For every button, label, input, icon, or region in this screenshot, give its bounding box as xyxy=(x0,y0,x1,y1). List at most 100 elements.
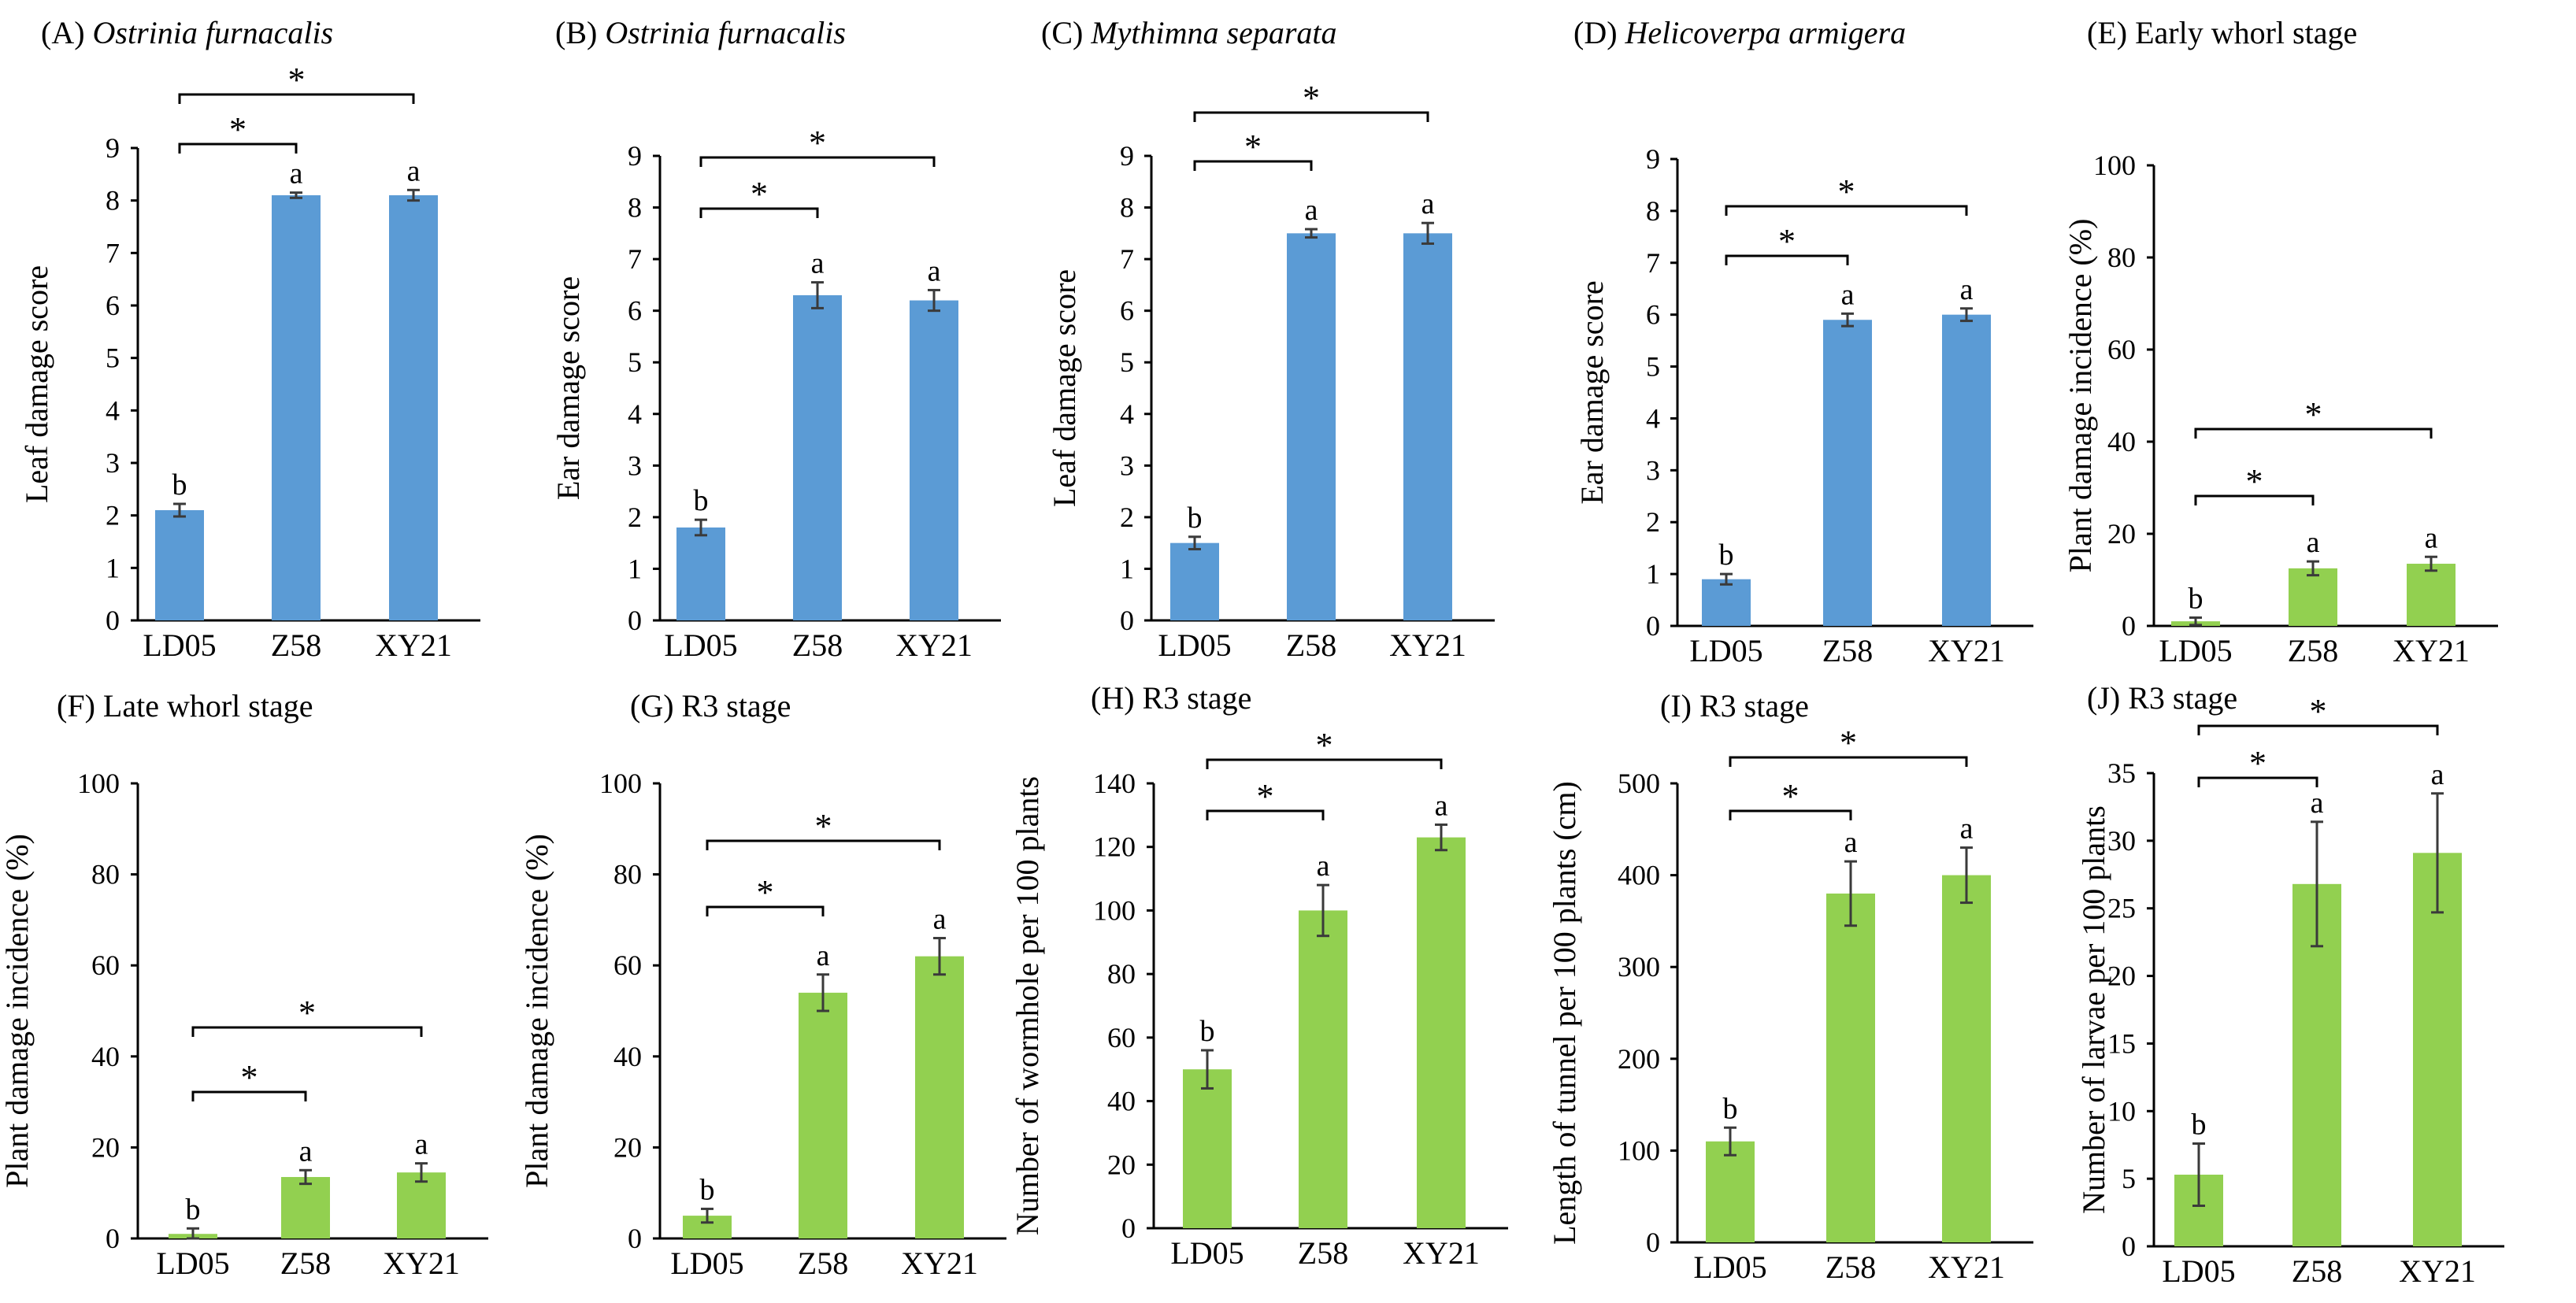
panel-g-significance-star: * xyxy=(815,807,832,846)
panel-i-ytick-label: 300 xyxy=(1618,951,1660,983)
panel-j-ytick-label: 10 xyxy=(2107,1095,2136,1127)
panel-j-category-label: Z58 xyxy=(2292,1253,2342,1289)
panel-b-ytick-label: 1 xyxy=(628,553,642,584)
panel-h-significance-bracket xyxy=(1206,758,1443,769)
panel-d-bar-xy21 xyxy=(1942,314,1991,626)
panel-f-sig-letter: a xyxy=(415,1128,428,1161)
panel-b-significance-star: * xyxy=(751,175,768,213)
panel-g-sig-letter: a xyxy=(817,939,830,972)
panel-i-title: (I) R3 stage xyxy=(1660,688,1809,724)
panel-g-significance-star: * xyxy=(757,873,774,912)
panel-d-ytick-label: 8 xyxy=(1646,195,1660,227)
panel-a-ytick-label: 9 xyxy=(106,132,120,164)
panel-c-title-prefix: (C) xyxy=(1041,15,1091,50)
panel-h-significance-star: * xyxy=(1316,726,1333,764)
panel-d-ytick-label: 3 xyxy=(1646,454,1660,486)
panel-f: (F) Late whorl stage Plant damage inciden… xyxy=(0,688,488,1281)
panel-b-ytick-label: 3 xyxy=(628,450,642,481)
panel-g-category-label: Z58 xyxy=(798,1246,848,1281)
panel-c-ytick-label: 8 xyxy=(1120,192,1134,224)
panel-d-significance-star: * xyxy=(1838,172,1855,211)
panel-h-ytick-label: 120 xyxy=(1093,831,1136,863)
panel-e-sig-letter: a xyxy=(2425,521,2438,554)
panel-c-title: (C) Mythimna separata xyxy=(1041,15,1337,50)
panel-g-sig-letter: a xyxy=(933,903,947,936)
panel-a-significance-star: * xyxy=(288,61,306,99)
panel-h-category-label: XY21 xyxy=(1403,1235,1480,1271)
panel-e-ytick-label: 0 xyxy=(2122,610,2136,642)
panel-h-bar-z58 xyxy=(1299,910,1347,1228)
panel-c-ytick-label: 9 xyxy=(1120,140,1134,172)
panel-e-sig-letter: a xyxy=(2307,526,2320,559)
panel-a-ytick-label: 2 xyxy=(106,500,120,531)
panel-j-bar-xy21 xyxy=(2413,853,2462,1246)
panel-a-ytick-label: 1 xyxy=(106,552,120,583)
panel-a-category-label: XY21 xyxy=(375,627,452,663)
panel-a-ytick-label: 3 xyxy=(106,447,120,479)
panel-c-significance-star: * xyxy=(1303,79,1320,117)
panel-a-title-species: Ostrinia furnacalis xyxy=(93,15,334,50)
panel-j-title: (J) R3 stage xyxy=(2087,680,2237,716)
panel-b-sig-letter: a xyxy=(928,254,941,287)
panel-f-significance-bracket xyxy=(191,1026,423,1037)
panel-e-category-label: XY21 xyxy=(2393,633,2470,668)
panel-f-category-label: XY21 xyxy=(383,1246,460,1281)
panel-j-ytick-label: 20 xyxy=(2107,961,2136,992)
panel-b: (B) Ostrinia furnacalis Ear damage score 0… xyxy=(550,15,1001,663)
panel-i-bar-z58 xyxy=(1826,893,1875,1242)
panel-d-significance-star: * xyxy=(1778,222,1796,261)
panel-f-ytick-label: 60 xyxy=(91,949,120,981)
panel-e-ytick-label: 60 xyxy=(2107,334,2136,365)
panel-a-category-label: Z58 xyxy=(271,627,321,663)
panel-j-ytick-label: 15 xyxy=(2107,1027,2136,1059)
panel-b-ytick-label: 4 xyxy=(628,398,642,430)
panel-h-ytick-label: 0 xyxy=(1121,1212,1136,1244)
panel-c-category-label: XY21 xyxy=(1389,627,1466,663)
panel-e-category-label: LD05 xyxy=(2159,633,2232,668)
panel-c-sig-letter: a xyxy=(1421,187,1435,220)
panel-e-ytick-label: 40 xyxy=(2107,426,2136,457)
panel-b-title: (B) Ostrinia furnacalis xyxy=(555,15,846,50)
panel-d-ytick-label: 1 xyxy=(1646,558,1660,590)
panel-i-category-label: Z58 xyxy=(1825,1249,1876,1285)
panel-c-category-label: LD05 xyxy=(1158,627,1231,663)
panel-d-title-species: Helicoverpa armigera xyxy=(1625,15,1907,50)
panel-a-title: (A) Ostrinia furnacalis xyxy=(41,15,333,50)
panel-g-bar-z58 xyxy=(799,992,847,1238)
panel-h-ytick-label: 40 xyxy=(1107,1086,1136,1117)
panel-d-significance-bracket xyxy=(1725,205,1968,216)
panel-b-ytick-label: 7 xyxy=(628,243,642,275)
panel-b-bar-z58 xyxy=(793,295,842,620)
panel-f-bar-xy21 xyxy=(397,1172,446,1238)
panel-d-category-label: LD05 xyxy=(1689,633,1762,668)
panel-f-significance-star: * xyxy=(298,994,316,1032)
panel-f-significance-bracket xyxy=(191,1090,307,1101)
panel-j-category-label: LD05 xyxy=(2162,1253,2235,1289)
panel-a-bar-xy21 xyxy=(389,195,438,620)
panel-c-bar-z58 xyxy=(1287,233,1336,620)
panel-g-ytick-label: 80 xyxy=(613,859,642,890)
panel-d-ytick-label: 6 xyxy=(1646,299,1660,331)
panel-g-ytick-label: 60 xyxy=(613,949,642,981)
panel-b-title-prefix: (B) xyxy=(555,15,605,50)
panel-a-bar-z58 xyxy=(272,195,321,620)
panel-i-significance-bracket xyxy=(1729,756,1968,767)
panel-f-category-label: Z58 xyxy=(280,1246,331,1281)
panel-e-bar-z58 xyxy=(2289,568,2337,626)
panel-c-ytick-label: 5 xyxy=(1120,346,1134,378)
panel-a-ytick-label: 5 xyxy=(106,342,120,374)
panel-a-ylabel: Leaf damage score xyxy=(19,265,54,503)
panel-b-title-species: Ostrinia furnacalis xyxy=(605,15,846,50)
panel-h-title: (H) R3 stage xyxy=(1091,680,1251,716)
panel-c-ytick-label: 3 xyxy=(1120,450,1134,481)
panel-b-ytick-label: 9 xyxy=(628,140,642,172)
panel-i-significance-bracket xyxy=(1729,809,1852,820)
panel-e-significance-bracket xyxy=(2194,494,2315,505)
panel-g-ytick-label: 0 xyxy=(628,1223,642,1254)
panel-e-bar-xy21 xyxy=(2407,564,2456,626)
panel-h-title-prefix: (H) R3 stage xyxy=(1091,680,1251,716)
panel-i-title-prefix: (I) R3 stage xyxy=(1660,688,1809,724)
panel-d-sig-letter: a xyxy=(1841,278,1855,311)
panel-f-ytick-label: 40 xyxy=(91,1041,120,1072)
